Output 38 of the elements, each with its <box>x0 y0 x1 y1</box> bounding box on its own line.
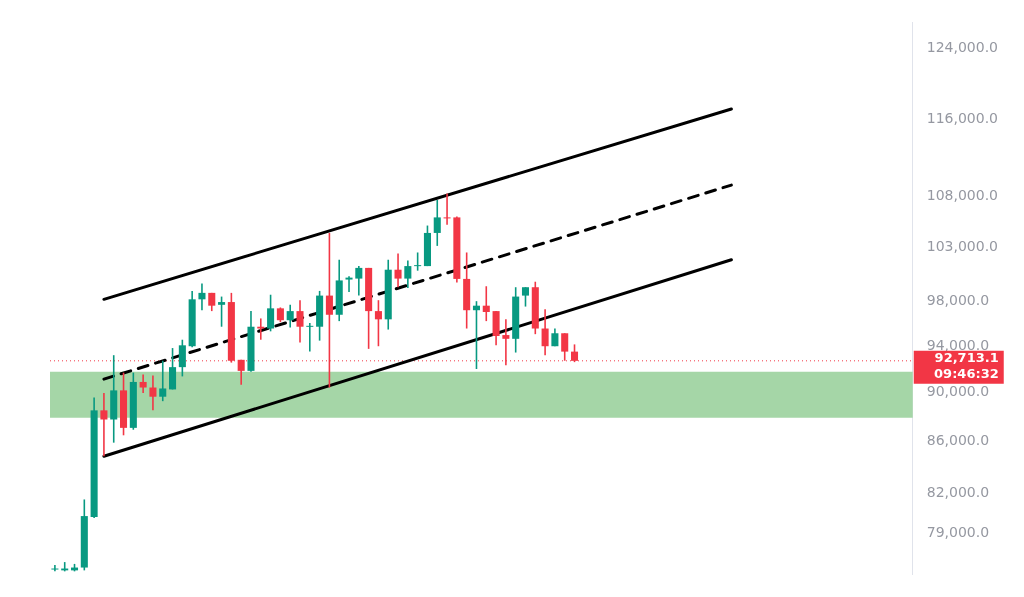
candlestick <box>139 373 147 394</box>
candlestick <box>521 286 530 308</box>
candlestick <box>306 322 314 353</box>
y-tick-label: 86,000.0 <box>926 432 990 449</box>
candlestick <box>257 317 265 341</box>
y-tick-label: 108,000.0 <box>926 187 999 204</box>
candlestick <box>482 285 490 322</box>
y-tick-label: 94,000.0 <box>926 336 990 353</box>
candlestick <box>374 299 382 348</box>
ref-line-label: 92,713.1 <box>934 350 999 366</box>
candlestick <box>404 259 412 289</box>
candlestick <box>169 347 177 391</box>
candlestick <box>433 199 441 247</box>
candlestick <box>502 318 510 367</box>
candlestick <box>51 564 59 573</box>
text: 09:46:32 <box>934 366 999 382</box>
candlestick <box>541 308 549 356</box>
candlestick <box>218 295 226 328</box>
candlestick <box>414 251 422 272</box>
candlestick <box>149 374 157 412</box>
candlestick <box>296 299 304 344</box>
candlestick <box>267 293 275 333</box>
candlestick <box>286 304 294 329</box>
candlestick <box>355 265 363 297</box>
candlestick <box>178 338 186 378</box>
y-tick-label: 82,000.0 <box>926 483 990 500</box>
y-tick-label: 90,000.0 <box>926 383 990 400</box>
y-tick-label: 124,000.0 <box>926 38 999 55</box>
y-tick-label: 103,000.0 <box>926 238 999 255</box>
y-tick-label: 116,000.0 <box>926 110 999 127</box>
candlestick <box>443 192 451 226</box>
candlestick <box>159 359 167 402</box>
candlestick <box>345 275 353 293</box>
candlestick <box>198 282 206 312</box>
y-tick-label: 98,000.0 <box>926 291 990 308</box>
candlestick <box>394 252 402 289</box>
y-tick-label: 79,000.0 <box>926 523 990 540</box>
candlestick <box>100 392 108 458</box>
